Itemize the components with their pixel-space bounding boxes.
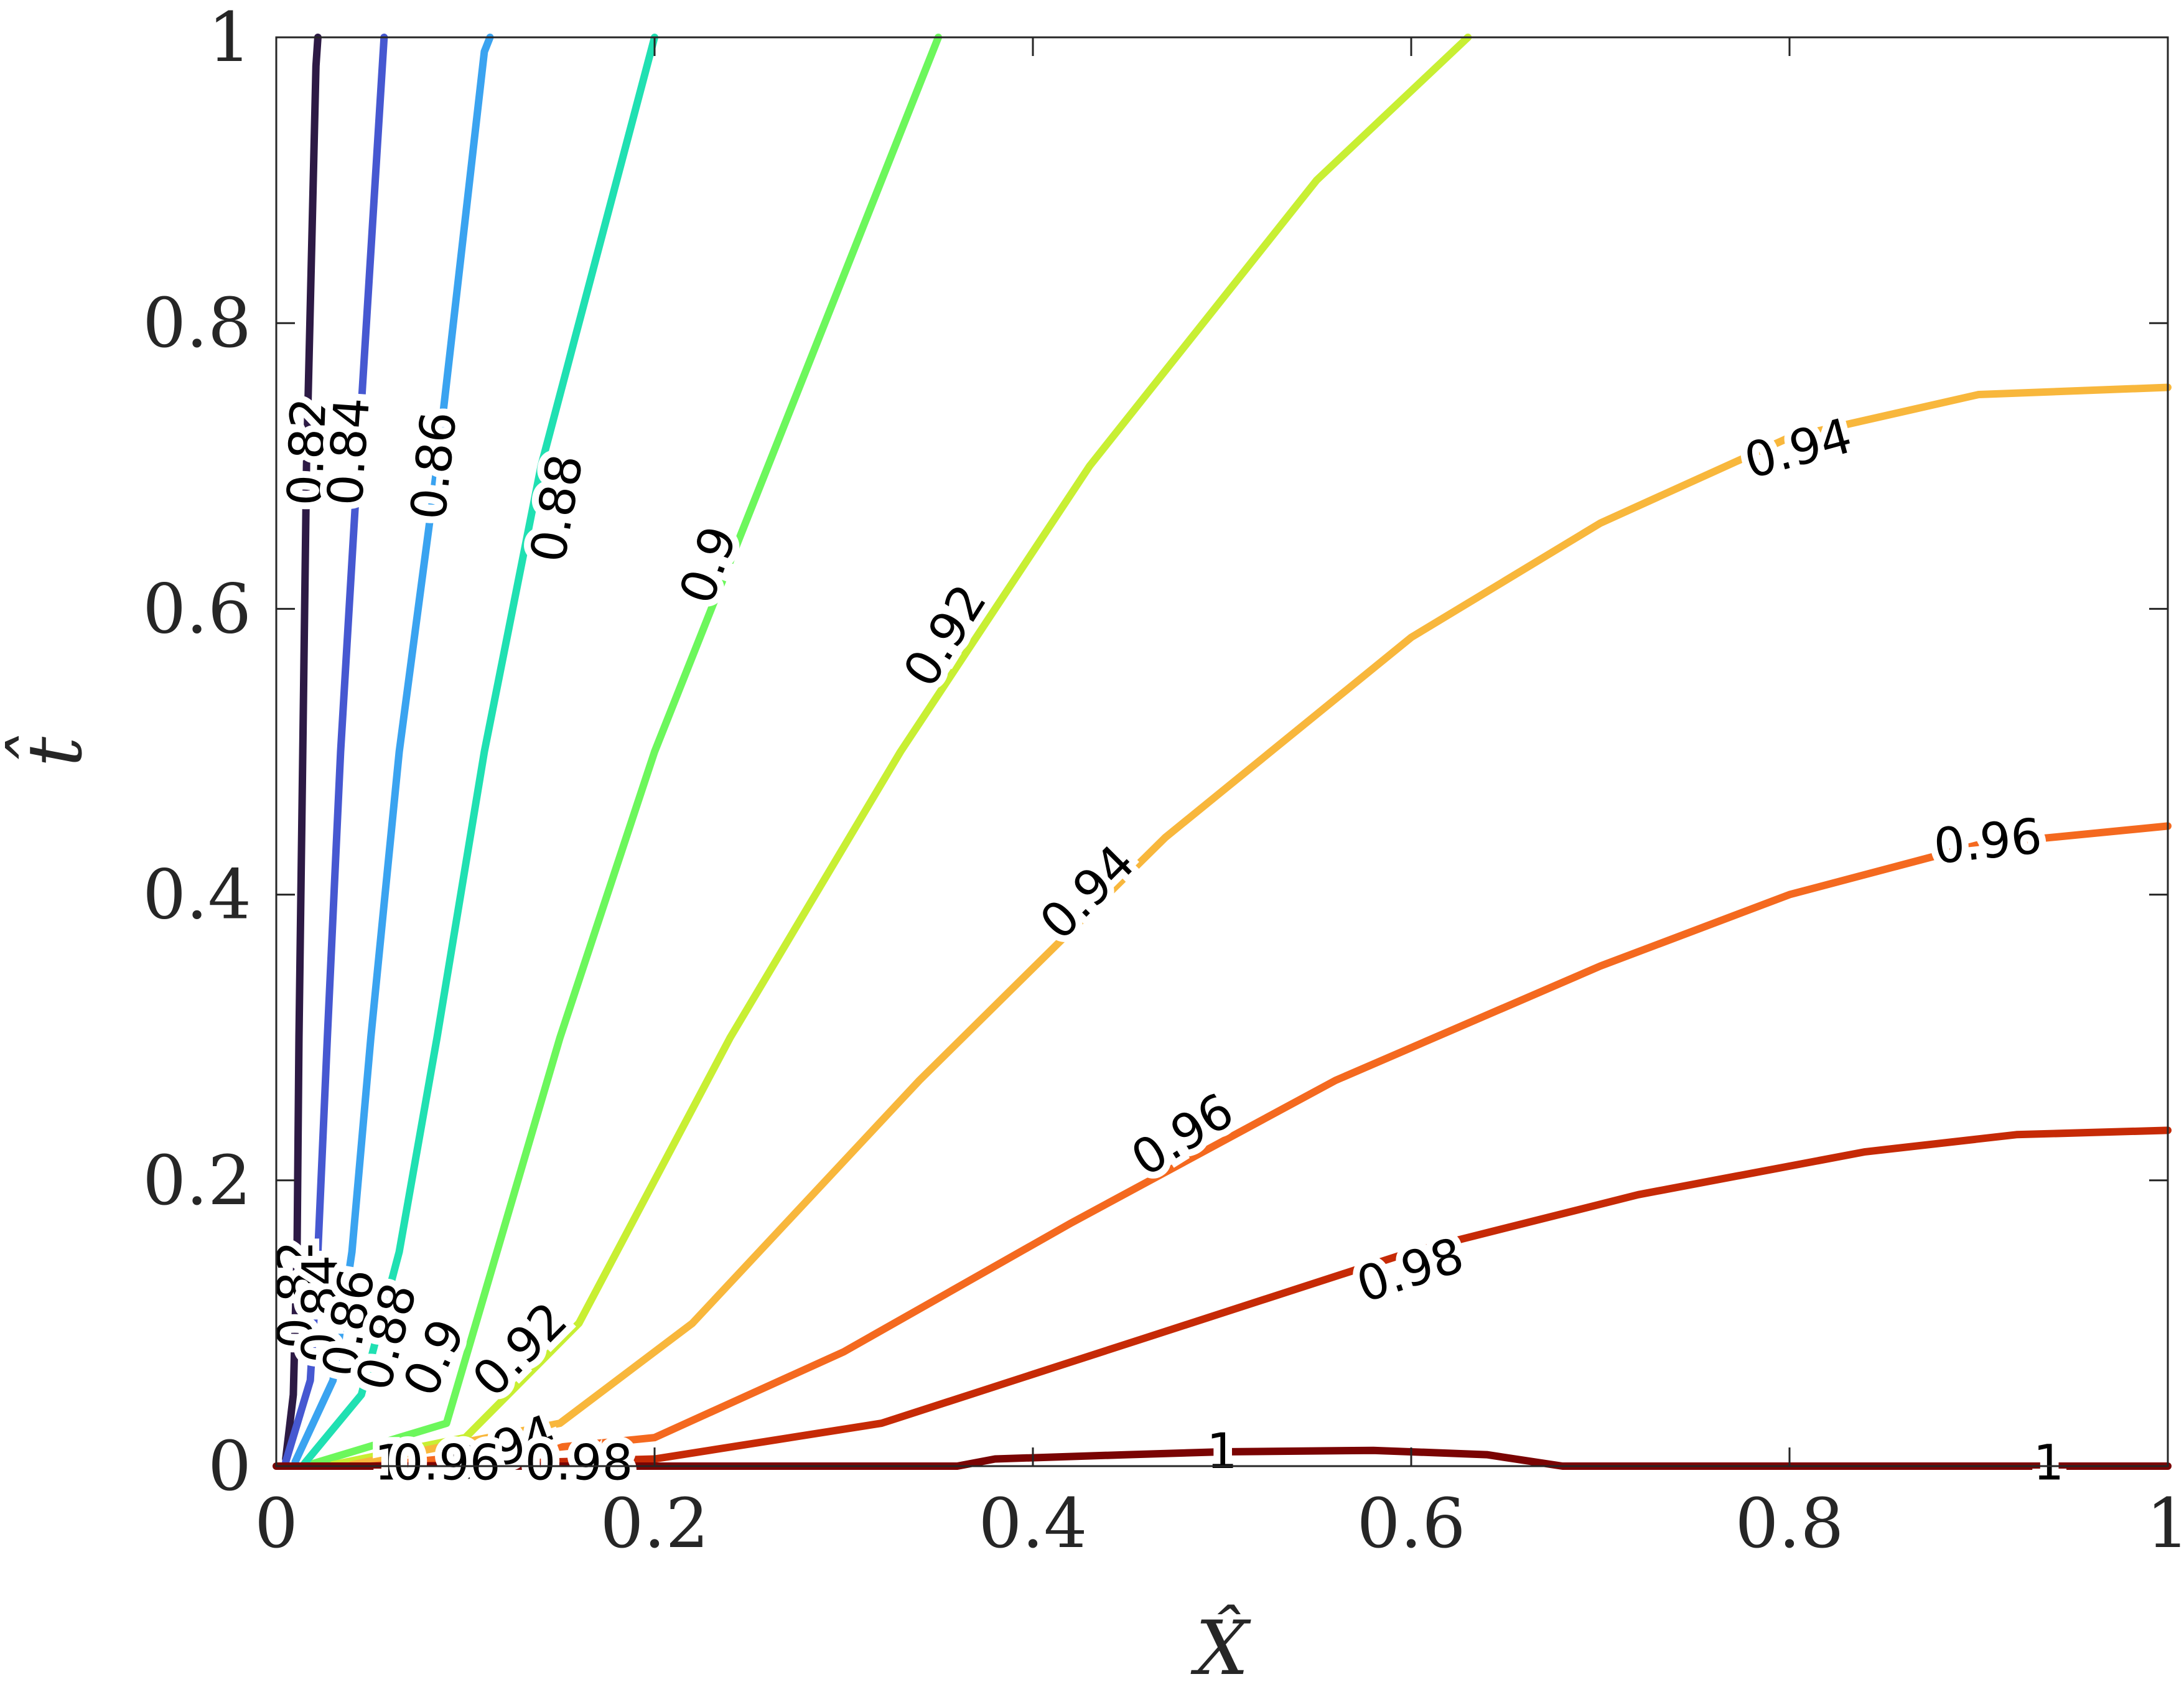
contour-line-6 xyxy=(348,383,2172,1469)
contour-label-22: 0.98 xyxy=(525,1435,633,1491)
y-tick-label: 0.8 xyxy=(142,283,251,363)
contour-label-14: 0.84 xyxy=(292,1255,348,1363)
x-axis-label: X̂ xyxy=(1190,1604,1251,1692)
y-tick-label: 0.2 xyxy=(142,1141,251,1220)
x-tick-label: 1 xyxy=(2146,1484,2184,1563)
contour-line-3 xyxy=(301,34,658,1467)
x-tick-label: 0.4 xyxy=(979,1484,1088,1563)
x-tick-label: 0.2 xyxy=(600,1484,709,1563)
contour-label-2: 0.86 xyxy=(401,409,468,522)
y-tick-label: 0.6 xyxy=(142,569,251,648)
plot-area xyxy=(276,37,2168,1466)
x-tick-label: 0 xyxy=(254,1484,298,1563)
contour-label-13: 0.82 xyxy=(268,1241,324,1349)
y-axis-label: t̂ xyxy=(5,736,99,767)
x-tick-label: 0.6 xyxy=(1357,1484,1466,1563)
contour-line-4 xyxy=(310,34,942,1467)
contour-line-1 xyxy=(282,34,388,1466)
x-tick-label: 0.8 xyxy=(1735,1484,1844,1563)
contour-label-0: 0.82 xyxy=(278,396,337,507)
contour-label-12: 1 xyxy=(2033,1435,2065,1491)
axes-box xyxy=(275,36,2169,1467)
contour-label-21: 0.96 xyxy=(393,1435,501,1491)
contour-line-0 xyxy=(282,34,322,1463)
contour-line-5 xyxy=(329,34,1472,1469)
contour-label-8: 0.96 xyxy=(1931,808,2045,876)
contour-label-11: 1 xyxy=(1206,1424,1238,1480)
y-tick-label: 1 xyxy=(208,0,251,77)
contour-lines xyxy=(273,34,2172,1470)
contour-label-20: 1 xyxy=(375,1435,406,1491)
contour-line-7 xyxy=(367,822,2172,1470)
contour-line-2 xyxy=(291,34,494,1466)
y-tick-label: 0.4 xyxy=(142,855,251,935)
contour-label-1: 0.84 xyxy=(317,396,381,508)
y-tick-label: 0 xyxy=(208,1426,251,1506)
contour-line-8 xyxy=(404,1126,2172,1470)
x-tick-labels: 0 0.2 0.4 0.6 0.8 1 xyxy=(254,1484,2184,1563)
contour-line-9 xyxy=(273,1446,2172,1470)
axis-ticks xyxy=(275,36,2169,1467)
y-tick-labels: 0 0.2 0.4 0.6 0.8 1 xyxy=(142,0,251,1506)
